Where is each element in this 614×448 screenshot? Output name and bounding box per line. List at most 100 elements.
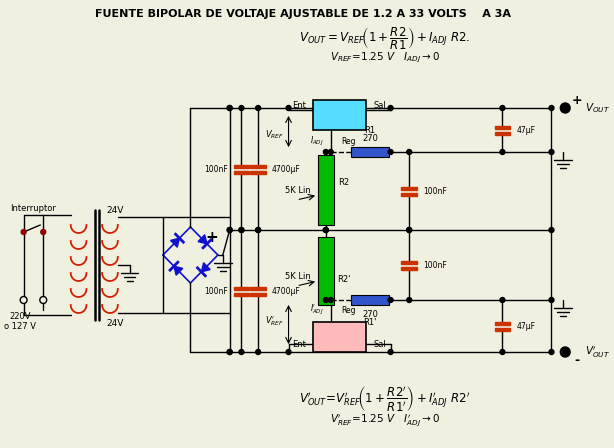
Text: 24V: 24V [106, 206, 123, 215]
Bar [495, 132, 510, 135]
Circle shape [255, 349, 260, 354]
Bar [313, 322, 366, 352]
Text: 100nF: 100nF [423, 260, 447, 270]
Text: $V_{OUT}$: $V_{OUT}$ [585, 101, 610, 115]
Circle shape [549, 150, 554, 155]
Circle shape [549, 105, 554, 111]
Circle shape [227, 105, 232, 111]
Bar [313, 100, 366, 130]
Text: LT1033: LT1033 [318, 332, 361, 342]
Bar [402, 187, 417, 190]
Circle shape [500, 150, 505, 155]
Text: 100nF: 100nF [423, 186, 447, 195]
Bar [318, 155, 333, 225]
Text: Reg: Reg [341, 306, 356, 314]
Circle shape [500, 349, 505, 354]
Text: $I_{ADJ}$: $I_{ADJ}$ [310, 134, 324, 147]
Circle shape [388, 150, 393, 155]
Text: $V_{REF}'\!=\!1.25\ V\quad I_{ADJ}'{\rightarrow}0$: $V_{REF}'\!=\!1.25\ V\quad I_{ADJ}'{\rig… [330, 412, 440, 428]
Text: LM350K: LM350K [315, 110, 364, 120]
Circle shape [239, 228, 244, 233]
Text: $V_{OUT}'\!=\!V_{REF}'\!\left(1+\dfrac{R2'}{R1'}\right)+I_{ADJ}'\ R2'$: $V_{OUT}'\!=\!V_{REF}'\!\left(1+\dfrac{R… [299, 383, 470, 413]
Bar [251, 293, 266, 296]
Bar [402, 193, 417, 196]
Bar [233, 165, 249, 168]
Circle shape [388, 105, 393, 111]
Text: Ent: Ent [292, 100, 306, 109]
Text: 220V: 220V [9, 311, 31, 320]
Circle shape [239, 349, 244, 354]
Polygon shape [174, 266, 183, 275]
Text: +: + [572, 94, 582, 107]
Circle shape [500, 105, 505, 111]
Text: $V_{REF}'$: $V_{REF}'$ [265, 314, 284, 328]
Text: R1: R1 [365, 125, 376, 134]
Circle shape [324, 228, 328, 233]
Text: 100nF: 100nF [204, 164, 228, 173]
Text: 47μF: 47μF [516, 322, 535, 331]
Text: 5K Lin: 5K Lin [286, 185, 311, 194]
Bar [495, 126, 510, 129]
Text: FUENTE BIPOLAR DE VOLTAJE AJUSTABLE DE 1.2 A 33 VOLTS    A 3A: FUENTE BIPOLAR DE VOLTAJE AJUSTABLE DE 1… [95, 9, 511, 19]
Text: Ent: Ent [292, 340, 306, 349]
Text: $V_{REF}\!=\!1.25\ V\quad I_{ADJ}{\rightarrow}0$: $V_{REF}\!=\!1.25\ V\quad I_{ADJ}{\right… [330, 51, 440, 65]
Text: 270: 270 [362, 134, 378, 142]
Circle shape [239, 228, 244, 233]
Text: $I_{ADJ}'$: $I_{ADJ}'$ [310, 303, 324, 317]
Circle shape [549, 228, 554, 233]
Circle shape [255, 105, 260, 111]
Text: 270: 270 [362, 310, 378, 319]
Text: Sal: Sal [373, 100, 386, 109]
Circle shape [324, 150, 328, 155]
Circle shape [406, 228, 411, 233]
Bar [402, 261, 417, 264]
Circle shape [286, 349, 291, 354]
Text: 4700μF: 4700μF [272, 287, 301, 296]
Text: R1': R1' [363, 318, 376, 327]
Circle shape [41, 229, 45, 234]
Text: o 127 V: o 127 V [4, 322, 36, 331]
Text: $V_{OUT} = V_{REF}\!\left(1+\dfrac{R2}{R1}\right)+I_{ADJ}\ R2.$: $V_{OUT} = V_{REF}\!\left(1+\dfrac{R2}{R… [299, 25, 470, 51]
Text: 100nF: 100nF [204, 287, 228, 296]
Circle shape [500, 297, 505, 302]
Text: 4700μF: 4700μF [272, 164, 301, 173]
Circle shape [388, 297, 393, 302]
Bar [233, 171, 249, 174]
Text: $V_{OUT}'$: $V_{OUT}'$ [585, 345, 610, 360]
Polygon shape [198, 235, 207, 244]
Circle shape [324, 297, 328, 302]
Bar [251, 287, 266, 290]
Bar [351, 295, 389, 305]
Text: +: + [206, 229, 219, 245]
Bar [318, 237, 333, 305]
Text: Reg: Reg [341, 137, 356, 146]
Circle shape [328, 150, 333, 155]
Circle shape [549, 349, 554, 354]
Bar [495, 328, 510, 331]
Text: 5K Lin: 5K Lin [286, 271, 311, 280]
Circle shape [239, 105, 244, 111]
Polygon shape [201, 263, 210, 272]
Circle shape [227, 228, 232, 233]
Circle shape [324, 228, 328, 233]
Text: $V_{REF}$: $V_{REF}$ [265, 129, 284, 141]
Text: -: - [575, 353, 580, 366]
Circle shape [255, 228, 260, 233]
Text: R2': R2' [337, 275, 350, 284]
Circle shape [549, 297, 554, 302]
Bar [351, 147, 389, 157]
Text: R2: R2 [338, 177, 349, 186]
Text: 24V: 24V [106, 319, 123, 327]
Bar [402, 267, 417, 270]
Circle shape [21, 229, 26, 234]
Circle shape [286, 105, 291, 111]
Bar [233, 293, 249, 296]
Circle shape [406, 228, 411, 233]
Bar [233, 287, 249, 290]
Text: Sal: Sal [373, 340, 386, 349]
Circle shape [227, 349, 232, 354]
Circle shape [227, 349, 232, 354]
Circle shape [406, 150, 411, 155]
Circle shape [561, 347, 570, 357]
Text: 47μF: 47μF [516, 125, 535, 134]
